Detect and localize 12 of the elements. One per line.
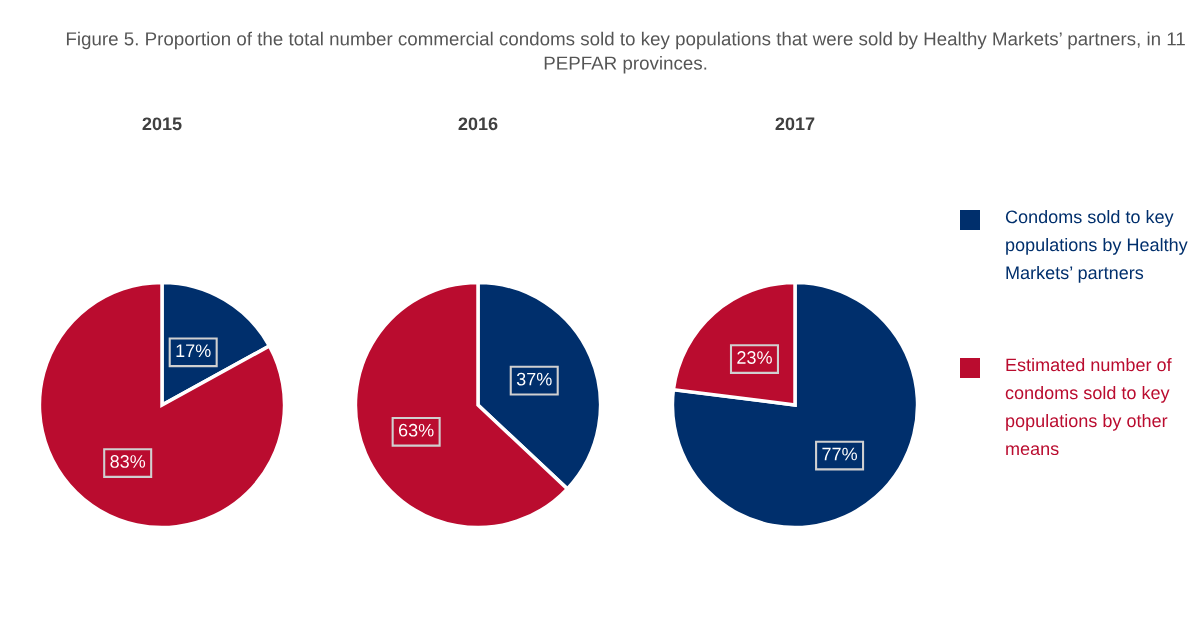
data-label: 83%	[110, 455, 146, 468]
chart-title: 2016	[458, 117, 498, 131]
data-label: 17%	[176, 344, 211, 358]
data-label: 37%	[516, 372, 552, 386]
data-label: 23%	[737, 351, 772, 364]
chart-title: 2015	[142, 117, 182, 131]
caption: Figure 5. Proportion of the total number commercial condoms sold to key populations that were sold by Healthy Markets’ partners, in 11 PEPFAR provinces.	[66, 31, 1185, 74]
data-label: 77%	[822, 447, 857, 461]
chart-title: 2017	[775, 117, 815, 131]
data-label: 63%	[398, 423, 434, 437]
legend-label: Condoms sold to key populations by Healthy Markets’ partners	[1005, 210, 1188, 283]
legend-label: Estimated number of condoms sold to key populations by other means	[1005, 358, 1172, 456]
